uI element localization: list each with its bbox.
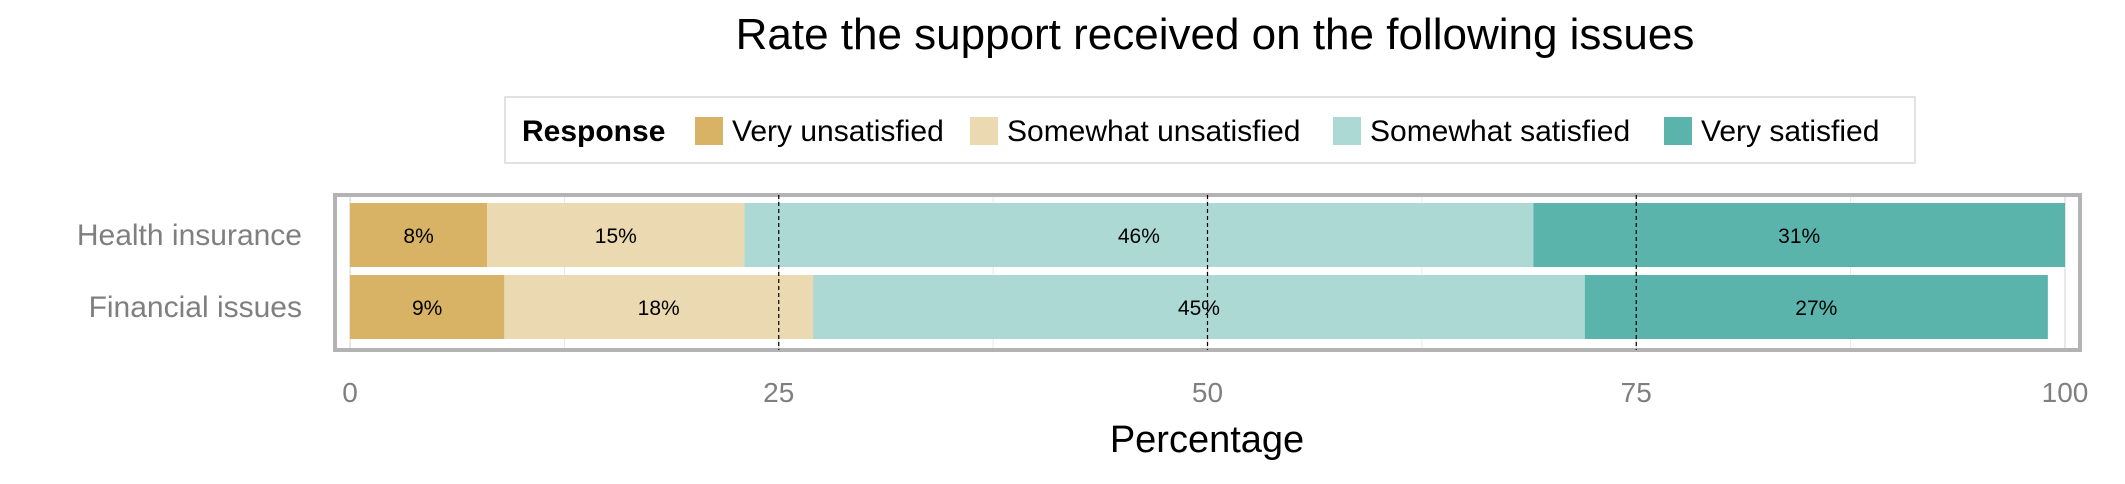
- legend-key-2: [1333, 117, 1361, 145]
- data-label-0-2: 46%: [1118, 225, 1160, 248]
- category-label-0: Health insurance: [77, 219, 302, 252]
- legend-label-0: Very unsatisfied: [732, 115, 944, 148]
- bar-segment-0-2: [744, 203, 1534, 267]
- data-label-1-3: 27%: [1795, 297, 1837, 320]
- x-tick-label-4: 100: [2042, 377, 2089, 408]
- bar-segment-1-3: [1584, 275, 2048, 339]
- data-labels: 8% 15% 46% 31% 9% 18% 45% 27%: [403, 225, 1837, 320]
- data-label-0-1: 15%: [595, 225, 637, 248]
- x-tick-label-1: 25: [763, 377, 794, 408]
- bars: [350, 203, 2065, 339]
- bar-segment-1-0: [350, 275, 505, 339]
- legend: Response Very unsatisfied Somewhat unsati…: [504, 96, 1916, 164]
- bar-segment-1-1: [504, 275, 814, 339]
- data-label-1-0: 9%: [412, 297, 442, 320]
- x-axis-ticks: 0 25 50 75 100: [342, 377, 2088, 408]
- x-tick-label-0: 0: [342, 377, 358, 408]
- legend-key-3: [1664, 117, 1692, 145]
- bar-segment-0-1: [487, 203, 745, 267]
- x-tick-label-2: 50: [1192, 377, 1223, 408]
- category-labels: Health insurance Financial issues: [77, 219, 302, 324]
- category-label-1: Financial issues: [89, 291, 302, 324]
- x-axis-title: Percentage: [1110, 419, 1304, 461]
- data-label-0-0: 8%: [403, 225, 433, 248]
- chart-title: Rate the support received on the followi…: [736, 10, 1695, 59]
- legend-label-3: Very satisfied: [1701, 115, 1879, 148]
- legend-label-2: Somewhat satisfied: [1370, 115, 1630, 148]
- legend-label-1: Somewhat unsatisfied: [1007, 115, 1301, 148]
- legend-key-1: [970, 117, 998, 145]
- legend-key-0: [695, 117, 723, 145]
- x-tick-label-3: 75: [1621, 377, 1652, 408]
- bar-segment-0-0: [350, 203, 488, 267]
- legend-title: Response: [522, 115, 665, 148]
- data-label-1-1: 18%: [638, 297, 680, 320]
- bar-segment-1-2: [813, 275, 1585, 339]
- data-label-1-2: 45%: [1178, 297, 1220, 320]
- bar-segment-0-3: [1533, 203, 2065, 267]
- reference-lines: [778, 195, 1637, 350]
- data-label-0-3: 31%: [1778, 225, 1820, 248]
